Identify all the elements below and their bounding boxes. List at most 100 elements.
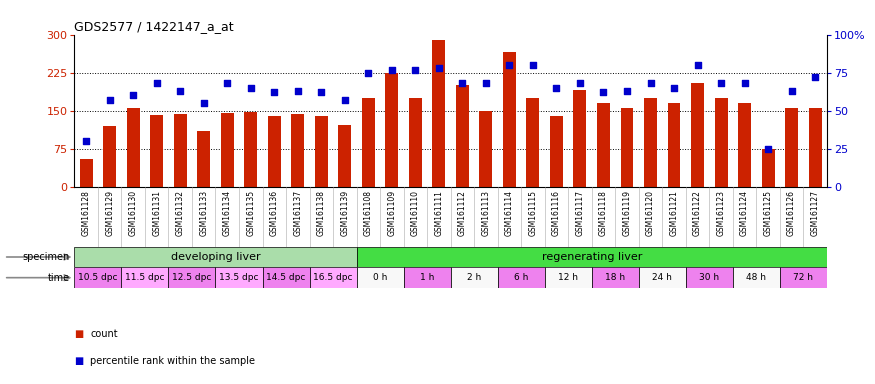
Bar <box>733 267 780 288</box>
Bar <box>780 267 827 288</box>
Text: GSM161112: GSM161112 <box>458 190 467 236</box>
Text: GSM161109: GSM161109 <box>388 190 396 236</box>
Bar <box>644 98 657 187</box>
Bar <box>639 267 686 288</box>
Bar <box>761 149 774 187</box>
Point <box>785 88 799 94</box>
Point <box>290 88 304 94</box>
Bar <box>310 267 357 288</box>
Point <box>173 88 187 94</box>
Point <box>620 88 634 94</box>
Bar <box>573 90 586 187</box>
Bar <box>456 85 469 187</box>
Text: GSM161121: GSM161121 <box>669 190 678 236</box>
Bar <box>785 108 798 187</box>
Point <box>573 80 587 86</box>
Point <box>150 80 164 86</box>
Text: 0 h: 0 h <box>373 273 388 282</box>
Point <box>385 66 399 73</box>
Text: GSM161131: GSM161131 <box>152 190 161 236</box>
Bar <box>127 108 140 187</box>
Bar <box>385 73 398 187</box>
Bar <box>808 108 822 187</box>
Text: 12 h: 12 h <box>558 273 578 282</box>
Text: time: time <box>48 273 70 283</box>
Text: 12.5 dpc: 12.5 dpc <box>172 273 212 282</box>
Bar <box>74 247 357 267</box>
Text: 48 h: 48 h <box>746 273 766 282</box>
Bar <box>451 267 498 288</box>
Bar <box>80 159 93 187</box>
Bar <box>738 103 751 187</box>
Text: 1 h: 1 h <box>420 273 434 282</box>
Bar <box>544 267 592 288</box>
Text: GSM161125: GSM161125 <box>764 190 773 236</box>
Point <box>409 66 423 73</box>
Bar <box>403 267 451 288</box>
Text: GSM161124: GSM161124 <box>740 190 749 236</box>
Point <box>550 85 564 91</box>
Text: count: count <box>90 329 118 339</box>
Point <box>102 97 116 103</box>
Text: GSM161126: GSM161126 <box>788 190 796 236</box>
Text: 18 h: 18 h <box>606 273 626 282</box>
Text: regenerating liver: regenerating liver <box>542 252 642 262</box>
Bar <box>409 98 422 187</box>
Bar <box>262 267 310 288</box>
Point <box>690 62 704 68</box>
Bar <box>291 114 304 187</box>
Text: GSM161110: GSM161110 <box>411 190 420 236</box>
Text: 11.5 dpc: 11.5 dpc <box>125 273 164 282</box>
Text: GSM161118: GSM161118 <box>599 190 608 236</box>
Bar <box>686 267 733 288</box>
Point <box>338 97 352 103</box>
Bar <box>150 115 163 187</box>
Bar <box>592 267 639 288</box>
Bar <box>74 267 122 288</box>
Bar <box>197 131 210 187</box>
Point <box>220 80 234 86</box>
Point <box>738 80 752 86</box>
Point <box>314 89 328 96</box>
Text: GSM161119: GSM161119 <box>622 190 632 236</box>
Text: GSM161132: GSM161132 <box>176 190 185 236</box>
Text: GSM161114: GSM161114 <box>505 190 514 236</box>
Text: GSM161108: GSM161108 <box>364 190 373 236</box>
Text: GSM161116: GSM161116 <box>552 190 561 236</box>
Text: GSM161136: GSM161136 <box>270 190 279 236</box>
Text: GSM161138: GSM161138 <box>317 190 326 236</box>
Point <box>455 80 469 86</box>
Point <box>714 80 728 86</box>
Point <box>361 70 375 76</box>
Text: 10.5 dpc: 10.5 dpc <box>78 273 117 282</box>
Text: GSM161134: GSM161134 <box>223 190 232 236</box>
Point <box>761 146 775 152</box>
Text: GSM161111: GSM161111 <box>434 190 444 236</box>
Bar <box>691 83 704 187</box>
Bar <box>122 267 168 288</box>
Point <box>479 80 493 86</box>
Text: 16.5 dpc: 16.5 dpc <box>313 273 353 282</box>
Point <box>808 74 822 80</box>
Point <box>526 62 540 68</box>
Text: 14.5 dpc: 14.5 dpc <box>266 273 305 282</box>
Bar <box>715 98 727 187</box>
Bar <box>362 98 374 187</box>
Bar <box>339 125 351 187</box>
Text: percentile rank within the sample: percentile rank within the sample <box>90 356 256 366</box>
Text: 2 h: 2 h <box>467 273 481 282</box>
Bar <box>315 116 328 187</box>
Bar <box>215 267 262 288</box>
Bar <box>168 267 215 288</box>
Bar <box>668 103 681 187</box>
Text: GSM161135: GSM161135 <box>246 190 256 236</box>
Point <box>79 138 93 144</box>
Text: ■: ■ <box>74 356 84 366</box>
Text: developing liver: developing liver <box>171 252 260 262</box>
Text: GSM161130: GSM161130 <box>129 190 137 236</box>
Point <box>432 65 446 71</box>
Bar <box>527 98 539 187</box>
Point <box>597 89 611 96</box>
Text: GSM161139: GSM161139 <box>340 190 349 236</box>
Text: GSM161122: GSM161122 <box>693 190 702 236</box>
